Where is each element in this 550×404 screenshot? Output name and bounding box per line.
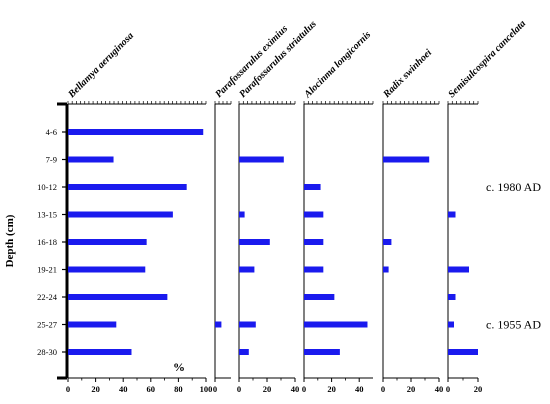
- x-tick-label: 80: [174, 384, 183, 394]
- x-tick-label: 0: [381, 384, 385, 394]
- bar: [304, 266, 324, 273]
- depth-tick-label: 25-27: [37, 320, 57, 330]
- depth-tick-label: 10-12: [37, 182, 57, 192]
- bar: [239, 266, 255, 273]
- bar: [68, 239, 147, 245]
- bar: [239, 239, 270, 245]
- panel-title: Radix swinhoei: [381, 47, 435, 101]
- x-tick-label: 20: [263, 384, 272, 394]
- unit-label: %: [173, 360, 185, 374]
- bar: [68, 349, 132, 355]
- bar: [239, 321, 256, 328]
- bar: [304, 184, 321, 190]
- bar: [383, 239, 392, 245]
- date-annotation: c. 1955 AD: [486, 318, 541, 332]
- bar: [304, 349, 340, 355]
- x-tick-label: 20: [327, 384, 336, 394]
- depth-tick-label: 4-6: [46, 127, 57, 137]
- x-tick-label: 100: [200, 384, 213, 394]
- x-tick-label: 0: [302, 384, 306, 394]
- bar: [448, 349, 478, 355]
- bar: [239, 349, 249, 355]
- bar: [448, 266, 469, 273]
- depth-tick-label: 13-15: [37, 210, 57, 220]
- panel-title: Bellamya aeruginosa: [66, 30, 136, 100]
- bar: [68, 266, 146, 273]
- x-tick-label: 60: [147, 384, 156, 394]
- panel-title: Semisulcospira cancelata: [446, 18, 528, 100]
- x-tick-label: 40: [355, 384, 364, 394]
- bar: [68, 321, 117, 328]
- depth-tick-label: 28-30: [37, 347, 57, 357]
- x-tick-label: 0: [237, 384, 241, 394]
- bar: [448, 294, 456, 300]
- date-annotation: c. 1980 AD: [486, 180, 541, 194]
- depth-tick-label: 22-24: [37, 292, 58, 302]
- x-tick-label: 20: [474, 384, 483, 394]
- panel-title: Alocinma longicornis: [302, 29, 374, 101]
- bar: [239, 211, 245, 218]
- x-tick-label: 40: [119, 384, 128, 394]
- bar: [68, 184, 187, 190]
- bar: [304, 321, 368, 328]
- bar: [68, 211, 173, 218]
- x-tick-label: 20: [407, 384, 416, 394]
- depth-tick-label: 19-21: [37, 265, 57, 275]
- bar: [304, 239, 324, 245]
- bar: [239, 156, 284, 163]
- bar: [304, 294, 335, 300]
- bar: [383, 266, 389, 273]
- bar: [383, 156, 430, 163]
- x-tick-label: 0: [446, 384, 450, 394]
- bar: [68, 156, 114, 163]
- x-tick-label: 0: [66, 384, 70, 394]
- x-tick-label: 0: [213, 384, 217, 394]
- x-tick-label: 40: [435, 384, 444, 394]
- x-tick-label: 40: [291, 384, 300, 394]
- bar: [304, 211, 324, 218]
- bar: [215, 321, 222, 328]
- y-axis-label: Depth (cm): [4, 214, 16, 267]
- bar: [68, 129, 204, 135]
- depth-tick-label: 16-18: [37, 237, 57, 247]
- bar: [448, 211, 456, 218]
- bar: [448, 321, 454, 328]
- depth-tick-label: 7-9: [46, 155, 57, 165]
- bar: [68, 294, 168, 300]
- x-tick-label: 20: [91, 384, 100, 394]
